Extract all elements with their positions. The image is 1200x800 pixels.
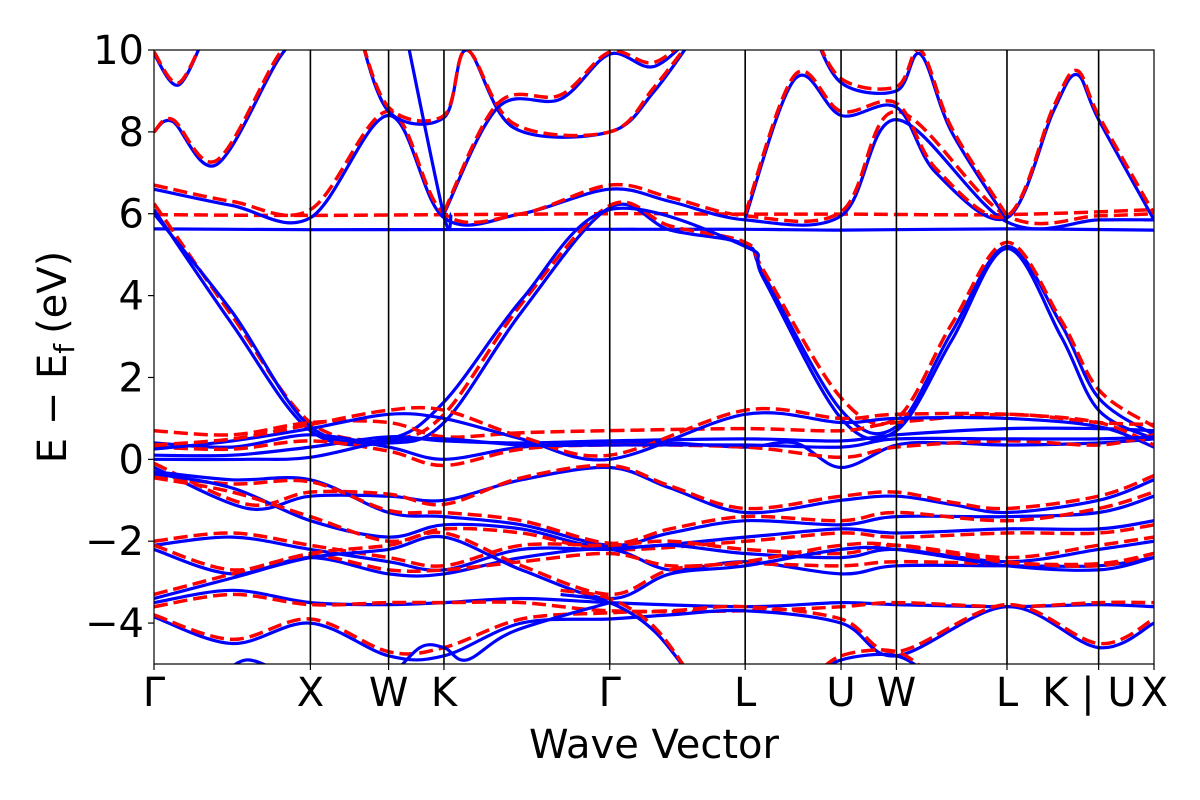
red-dashed-band-10 <box>154 50 200 85</box>
x-tick-label-10: X <box>1141 670 1168 716</box>
blue-solid-band-37 <box>154 534 1154 601</box>
red-dashed-band-38 <box>154 530 1154 597</box>
y-tick-label-6: 8 <box>119 110 144 156</box>
y-tick-label-1: −2 <box>85 519 144 565</box>
band-lines <box>154 50 1154 664</box>
blue-solid-band-16 <box>743 73 1154 222</box>
y-tick-label-3: 2 <box>119 355 144 401</box>
red-dashed-band-25 <box>154 405 1154 458</box>
x-tick-label-2: W <box>369 670 409 716</box>
red-dashed-band-3 <box>154 200 1154 442</box>
y-tick-label-2: 0 <box>119 437 144 483</box>
red-dashed-band-48 <box>824 648 921 664</box>
y-axis-label-main: E − E <box>30 354 76 464</box>
blue-solid-band-46 <box>400 601 611 664</box>
blue-solid-band-7 <box>154 50 288 168</box>
blue-solid-band-18 <box>819 50 1009 221</box>
red-dashed-band-34 <box>154 531 1154 568</box>
y-axis-label-subscript: f <box>48 343 81 354</box>
y-axis-label-unit: (eV) <box>30 251 76 334</box>
kpoint-divider-lines <box>309 50 1100 664</box>
red-dashed-band-42 <box>154 602 1154 656</box>
red-dashed-band-17 <box>743 68 1154 220</box>
blue-solid-band-41 <box>154 605 1154 662</box>
y-axis: −4 −2 0 2 4 6 8 10 <box>85 28 154 647</box>
red-dashed-band-45 <box>560 588 685 664</box>
x-axis-label: Wave Vector <box>529 722 780 768</box>
blue-solid-band-0 <box>154 227 1154 232</box>
x-tick-label-0: Γ <box>143 670 166 716</box>
y-axis-label: E − Ef (eV) <box>30 251 81 464</box>
x-tick-label-1: X <box>297 670 324 716</box>
y-tick-label-0: −4 <box>85 601 144 647</box>
blue-solid-band-43 <box>232 658 267 664</box>
blue-solid-band-2 <box>154 202 1154 447</box>
y-tick-label-7: 10 <box>93 28 144 74</box>
red-dashed-band-8 <box>154 50 285 164</box>
red-dashed-band-6 <box>154 109 1154 226</box>
blue-solid-band-5 <box>154 113 1154 231</box>
x-tick-label-3: K <box>431 670 459 716</box>
x-tick-label-8: L <box>996 670 1019 716</box>
y-tick-label-5: 6 <box>119 192 144 238</box>
x-tick-label-5: L <box>734 670 757 716</box>
blue-solid-band-13 <box>442 50 680 215</box>
blue-solid-band-9 <box>154 50 201 87</box>
x-tick-label-6: U <box>826 670 855 716</box>
red-dashed-band-30 <box>154 473 1154 545</box>
blue-solid-band-47 <box>828 652 917 664</box>
blue-solid-band-27 <box>154 465 1154 515</box>
x-tick-label-4: Γ <box>599 670 622 716</box>
x-tick-label-7: W <box>877 670 917 716</box>
svg-text:E − Ef(eV): E − Ef (eV) <box>30 251 81 464</box>
red-dashed-band-14 <box>442 50 677 213</box>
red-dashed-band-12 <box>362 50 686 138</box>
blue-solid-band-15 <box>407 50 453 231</box>
blue-solid-band-4 <box>154 206 1154 445</box>
x-tick-label-9: K | U <box>1042 670 1136 716</box>
y-tick-label-4: 4 <box>119 274 144 320</box>
blue-solid-band-11 <box>362 50 687 139</box>
red-dashed-band-28 <box>154 461 1154 511</box>
plot-frame <box>153 49 1155 665</box>
